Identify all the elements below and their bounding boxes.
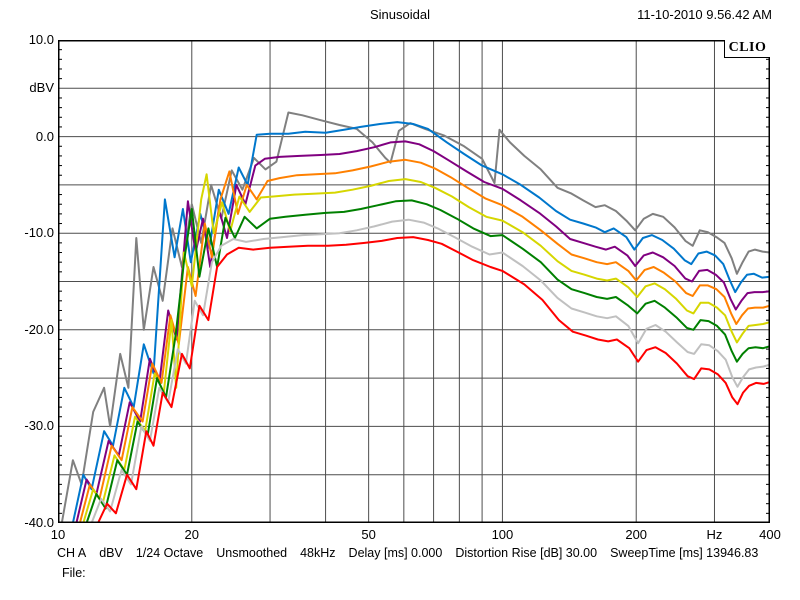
- x-tick-label: 100: [491, 527, 514, 542]
- y-tick-label: -10.0: [24, 225, 54, 241]
- plot-area: CLIO: [58, 40, 770, 523]
- status-segment: CH A: [57, 546, 87, 560]
- frequency-response-chart: [58, 40, 770, 523]
- trace-green: [85, 199, 770, 523]
- file-label: File:: [62, 566, 86, 580]
- y-tick-label: -30.0: [24, 418, 54, 434]
- y-tick-label: -40.0: [24, 515, 54, 530]
- x-tick-label: 50: [361, 527, 376, 542]
- datetime-stamp: 11-10-2010 9.56.42 AM: [637, 7, 772, 22]
- clio-logo: CLIO: [724, 40, 770, 58]
- x-tick-label: 200: [625, 527, 648, 542]
- plot-border: [58, 40, 770, 523]
- x-tick-label: Hz: [706, 527, 723, 542]
- status-segment: Unsmoothed: [216, 546, 288, 560]
- measurement-title: Sinusoidal: [370, 7, 430, 22]
- trace-yellow: [82, 173, 770, 523]
- status-bar: CH A dBV 1/24 Octave Unsmoothed 48kHz Delay […: [57, 546, 758, 560]
- trace-red: [97, 236, 770, 523]
- y-tick-label: 0.0: [35, 128, 54, 144]
- status-segment: SweepTime [ms] 13946.83: [610, 546, 759, 560]
- y-tick-label: 10.0: [28, 32, 54, 47]
- status-segment: Distortion Rise [dB] 30.00: [455, 546, 598, 560]
- x-tick-label: 20: [184, 527, 200, 542]
- y-tick-label: dBV: [29, 80, 54, 96]
- status-segment: 48kHz: [300, 546, 336, 560]
- status-segment: 1/24 Octave: [135, 546, 204, 560]
- status-segment: Delay [ms] 0.000: [348, 546, 443, 560]
- x-tick-label: 10: [50, 527, 66, 542]
- status-segment: dBV: [99, 546, 123, 560]
- trace-lightgray: [90, 218, 770, 523]
- y-tick-label: -20.0: [24, 321, 54, 337]
- trace-blue: [71, 121, 770, 523]
- x-tick-label: 400: [759, 527, 781, 542]
